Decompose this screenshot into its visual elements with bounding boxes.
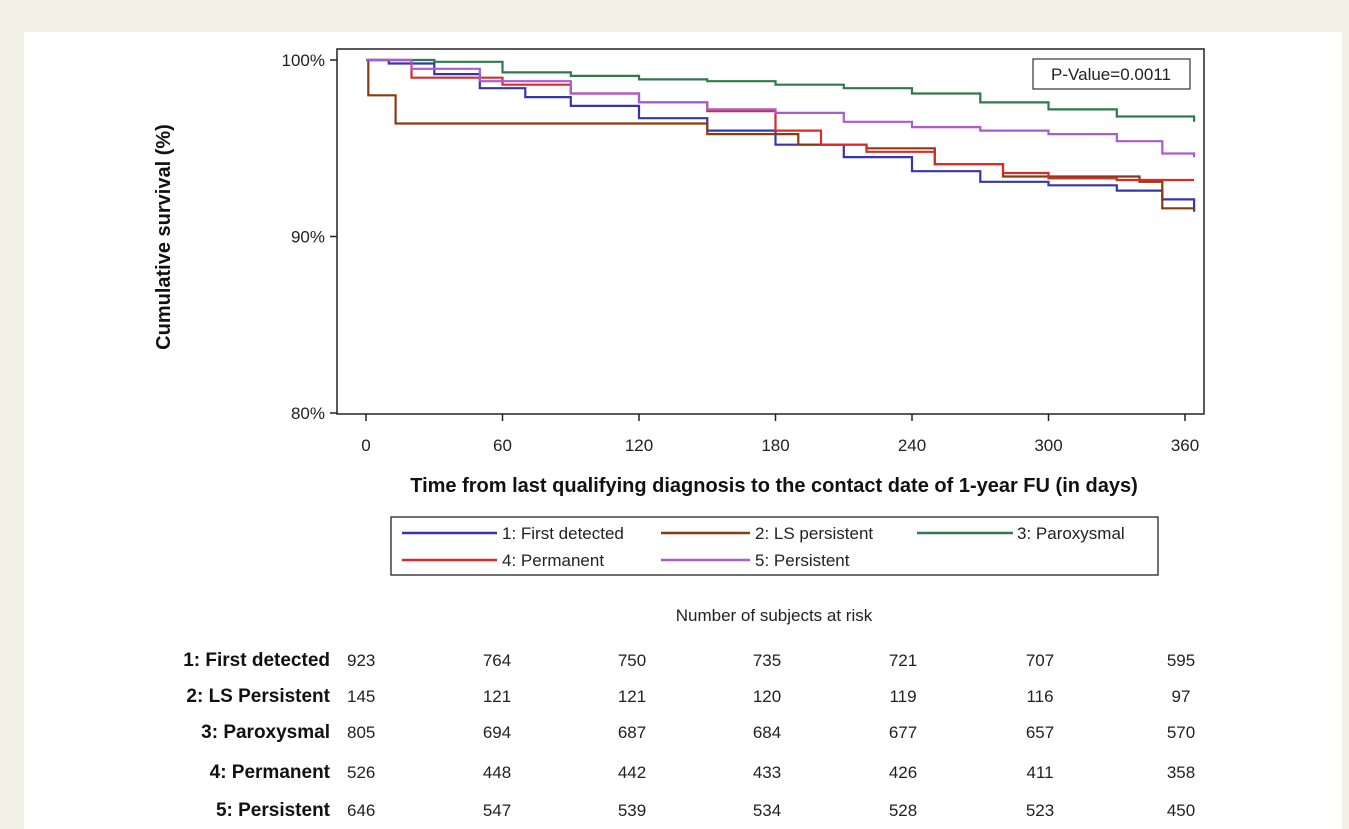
series-line-3 (366, 58, 1196, 122)
risk-cell: 547 (483, 801, 511, 820)
risk-row-2: 2: LS Persistent 145 121 121 120 119 116 97 (186, 686, 1190, 707)
risk-cell: 764 (483, 651, 511, 670)
risk-row-label: 1: First detected (183, 650, 330, 671)
risk-cell: 433 (753, 763, 781, 782)
risk-cell: 426 (889, 763, 917, 782)
risk-cell: 657 (1026, 723, 1054, 742)
risk-row-label: 5: Persistent (216, 800, 331, 821)
risk-cell: 684 (753, 723, 781, 742)
risk-cell: 721 (889, 651, 917, 670)
p-value-annotation: P-Value=0.0011 (1032, 58, 1191, 90)
series-line-4 (366, 58, 1195, 182)
risk-cell: 119 (889, 687, 916, 706)
risk-cell: 694 (483, 723, 511, 742)
legend-item-2: 2: LS persistent (661, 524, 873, 543)
p-value-box (1032, 58, 1191, 90)
risk-table-title: Number of subjects at risk (676, 606, 873, 625)
legend-item-3: 3: Paroxysmal (917, 524, 1125, 543)
risk-cell: 450 (1167, 801, 1195, 820)
risk-cell: 539 (618, 801, 646, 820)
risk-cell: 677 (889, 723, 917, 742)
risk-row-label: 4: Permanent (210, 762, 331, 783)
risk-cell: 534 (753, 801, 781, 820)
legend-label: 2: LS persistent (755, 524, 873, 543)
risk-cell: 707 (1026, 651, 1054, 670)
survival-chart: P-Value=0.0011 80% 90% 100% 0 60 120 180 240 300… (153, 48, 1205, 821)
risk-cell: 411 (1026, 763, 1053, 782)
risk-cell: 358 (1167, 763, 1195, 782)
legend-label: 5: Persistent (755, 551, 850, 570)
x-tick-label: 180 (761, 436, 789, 455)
legend-box (390, 516, 1159, 576)
risk-cell: 923 (347, 651, 375, 670)
legend-item-1: 1: First detected (402, 524, 624, 543)
risk-cell: 121 (618, 687, 646, 706)
y-axis-title: Cumulative survival (%) (153, 124, 175, 350)
risk-cell: 97 (1172, 687, 1191, 706)
legend-label: 1: First detected (502, 524, 624, 543)
risk-cell: 646 (347, 801, 375, 820)
risk-cell: 120 (753, 687, 781, 706)
risk-cell: 526 (347, 763, 375, 782)
risk-cell: 595 (1167, 651, 1195, 670)
legend-item-5: 5: Persistent (661, 551, 850, 570)
legend-item-4: 4: Permanent (402, 551, 604, 570)
risk-cell: 735 (753, 651, 781, 670)
risk-cell: 750 (618, 651, 646, 670)
risk-cell: 523 (1026, 801, 1054, 820)
y-tick-label: 100% (282, 51, 325, 70)
y-tick-label: 90% (291, 228, 325, 247)
risk-cell: 448 (483, 763, 511, 782)
risk-cell: 570 (1167, 723, 1195, 742)
legend-label: 3: Paroxysmal (1017, 524, 1125, 543)
x-tick-label: 120 (625, 436, 653, 455)
risk-cell: 121 (483, 687, 511, 706)
x-tick-label: 300 (1034, 436, 1062, 455)
x-tick-label: 0 (361, 436, 370, 455)
series-line-5 (366, 58, 1196, 158)
risk-cell: 687 (618, 723, 646, 742)
plot-frame (336, 48, 1205, 415)
risk-row-3: 3: Paroxysmal 805 694 687 684 677 657 570 (201, 722, 1195, 743)
risk-row-5: 5: Persistent 646 547 539 534 528 523 450 (216, 800, 1195, 821)
x-tick-label: 240 (898, 436, 926, 455)
p-value-text: P-Value=0.0011 (1051, 65, 1171, 84)
risk-row-4: 4: Permanent 526 448 442 433 426 411 358 (210, 762, 1196, 783)
x-tick-label: 360 (1171, 436, 1199, 455)
risk-cell: 805 (347, 723, 375, 742)
x-axis-title: Time from last qualifying diagnosis to t… (410, 475, 1138, 497)
x-tick-label: 60 (493, 436, 512, 455)
risk-row-label: 3: Paroxysmal (201, 722, 330, 743)
risk-row-label: 2: LS Persistent (186, 686, 330, 707)
y-tick-label: 80% (291, 404, 325, 423)
legend-label: 4: Permanent (502, 551, 604, 570)
risk-cell: 116 (1026, 687, 1053, 706)
risk-cell: 528 (889, 801, 917, 820)
risk-cell: 145 (347, 687, 375, 706)
risk-row-1: 1: First detected 923 764 750 735 721 707 595 (183, 650, 1195, 671)
figure-card: P-Value=0.0011 80% 90% 100% 0 60 120 180 240 300… (24, 32, 1342, 829)
risk-cell: 442 (618, 763, 646, 782)
